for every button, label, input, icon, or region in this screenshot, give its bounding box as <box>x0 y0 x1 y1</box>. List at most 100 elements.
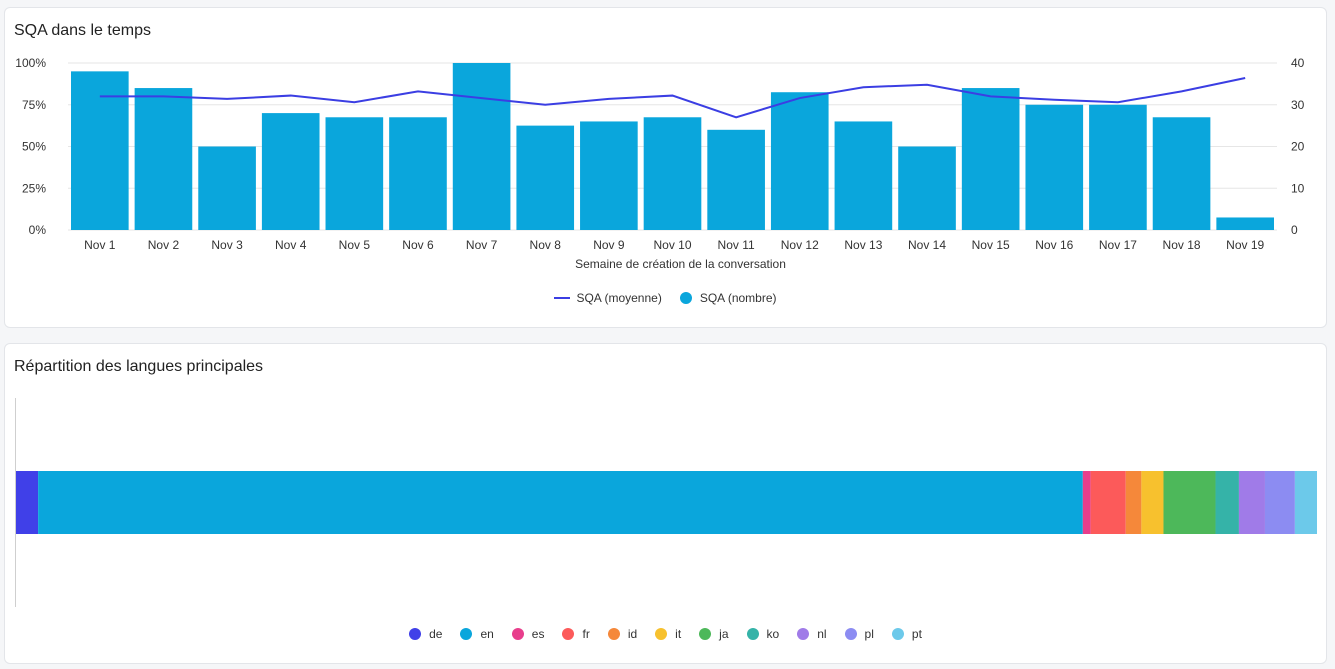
legend-item[interactable]: SQA (moyenne) <box>554 291 662 305</box>
sqa-chart-card: SQA dans le temps 100% 40 75% 30 50% 20 25% 10 0… <box>4 7 1327 328</box>
bar-segment-id <box>1125 471 1142 534</box>
legend-label: SQA (nombre) <box>699 291 777 305</box>
bar <box>325 117 384 230</box>
bar-segment-de <box>16 471 39 534</box>
x-tick-label: Nov 2 <box>148 238 180 252</box>
legend-label: de <box>429 627 443 641</box>
x-tick-label: Nov 7 <box>466 238 498 252</box>
legend-label: es <box>531 627 545 641</box>
bar <box>1089 104 1147 230</box>
bar-segment-nl <box>1238 471 1265 534</box>
language-chart-title: Répartition des langues principales <box>14 358 264 375</box>
legend-dot-swatch <box>891 628 904 640</box>
x-tick-label: Nov 6 <box>402 238 434 252</box>
legend-dot-swatch <box>607 628 620 640</box>
y-left-tick-label: 25% <box>22 181 46 195</box>
legend-label: pl <box>864 627 874 641</box>
legend-dot-swatch <box>844 628 857 640</box>
legend-label: en <box>480 627 494 641</box>
legend-item-fr[interactable]: fr <box>562 627 590 641</box>
x-tick-label: Nov 10 <box>653 238 691 252</box>
y-left-tick-label: 75% <box>22 98 46 112</box>
bar <box>452 63 511 230</box>
legend-dot-swatch <box>655 628 668 640</box>
legend-label: ko <box>766 627 780 641</box>
bar-segment-fr <box>1090 471 1126 534</box>
x-tick-label: Nov 3 <box>211 238 243 252</box>
x-tick-label: Nov 12 <box>781 238 819 252</box>
y-left-tick-label: 0% <box>29 223 47 237</box>
legend-label: pt <box>911 627 922 641</box>
y-right-tick-label: 30 <box>1291 98 1305 112</box>
legend-label: id <box>627 627 638 641</box>
legend-dot-swatch <box>511 628 524 640</box>
bar <box>261 113 320 230</box>
bar-segment-es <box>1082 471 1091 534</box>
x-tick-label: Nov 17 <box>1099 238 1137 252</box>
y-right-tick-label: 10 <box>1291 181 1305 195</box>
language-chart <box>15 398 1317 607</box>
bar <box>198 146 256 230</box>
bar <box>643 117 702 230</box>
bar-segment-pt <box>1294 471 1317 534</box>
y-right-tick-label: 20 <box>1291 140 1305 154</box>
legend-item[interactable]: SQA (nombre) <box>679 291 777 305</box>
legend-line-swatch <box>554 297 571 299</box>
legend-item-de[interactable]: de <box>409 627 442 641</box>
legend-label: fr <box>582 627 590 641</box>
legend-label: ja <box>719 627 729 641</box>
legend-dot-swatch <box>409 628 422 640</box>
language-chart-card: Répartition des langues principales de en… <box>4 343 1327 664</box>
sqa-average-line <box>99 77 1246 119</box>
bar-segment-pl <box>1264 471 1295 534</box>
legend-item-en[interactable]: en <box>460 627 494 641</box>
legend-item-pl[interactable]: pl <box>844 627 874 641</box>
x-tick-label: Nov 14 <box>908 238 946 252</box>
bar <box>707 129 765 230</box>
y-left-tick-label: 100% <box>15 56 46 70</box>
language-legend: de en es fr id it ja ko nl pl pt <box>5 627 1326 641</box>
bar <box>961 88 1020 230</box>
x-tick-label: Nov 15 <box>972 238 1010 252</box>
sqa-chart-title: SQA dans le temps <box>14 22 151 39</box>
bar <box>516 125 575 230</box>
legend-item-it[interactable]: it <box>655 627 681 641</box>
bar <box>389 117 447 230</box>
x-axis-title: Semaine de création de la conversation <box>575 257 786 271</box>
legend-dot-swatch <box>460 628 473 640</box>
x-tick-label: Nov 13 <box>844 238 882 252</box>
x-tick-label: Nov 1 <box>84 238 116 252</box>
legend-dot-swatch <box>679 292 692 304</box>
bar <box>134 88 193 230</box>
x-tick-label: Nov 4 <box>275 238 307 252</box>
bar-segment-ko <box>1215 471 1239 534</box>
legend-label: SQA (moyenne) <box>576 291 662 305</box>
legend-item-nl[interactable]: nl <box>797 627 827 641</box>
legend-dot-swatch <box>699 628 712 640</box>
legend-label: it <box>675 627 682 641</box>
legend-item-ja[interactable]: ja <box>699 627 729 641</box>
x-tick-label: Nov 16 <box>1035 238 1073 252</box>
legend-item-es[interactable]: es <box>511 627 545 641</box>
legend-label: nl <box>817 627 827 641</box>
bar <box>834 121 893 230</box>
x-tick-label: Nov 18 <box>1163 238 1201 252</box>
legend-item-ko[interactable]: ko <box>746 627 780 641</box>
bar-segment-it <box>1141 471 1164 534</box>
legend-dot-swatch <box>562 628 575 640</box>
bar <box>1152 117 1211 230</box>
bar-segment-ja <box>1163 471 1216 534</box>
bar <box>71 71 129 230</box>
bar <box>580 121 638 230</box>
bar-segment-en <box>38 471 1083 534</box>
legend-item-id[interactable]: id <box>607 627 638 641</box>
x-tick-label: Nov 9 <box>593 238 625 252</box>
bar <box>1216 217 1274 230</box>
x-tick-label: Nov 11 <box>718 238 755 252</box>
legend-item-pt[interactable]: pt <box>891 627 922 641</box>
x-tick-label: Nov 19 <box>1226 238 1264 252</box>
legend-dot-swatch <box>746 628 759 640</box>
bar <box>1025 104 1084 230</box>
bar <box>770 92 829 230</box>
